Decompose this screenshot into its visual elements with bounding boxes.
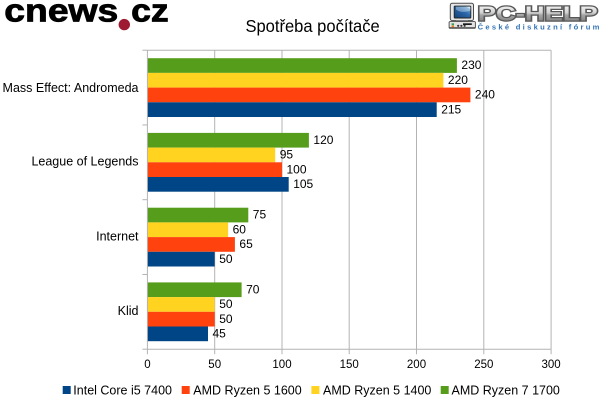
svg-text:cz: cz — [131, 0, 169, 29]
svg-text:50: 50 — [219, 252, 233, 266]
svg-text:100: 100 — [287, 162, 307, 176]
svg-text:cnews: cnews — [4, 0, 118, 29]
svg-text:Intel Core i5 7400: Intel Core i5 7400 — [73, 384, 172, 398]
svg-text:100: 100 — [272, 359, 291, 371]
svg-text:PC-HELP: PC-HELP — [478, 4, 598, 26]
svg-text:200: 200 — [407, 359, 426, 371]
svg-text:Internet: Internet — [96, 230, 139, 244]
svg-text:240: 240 — [475, 88, 495, 102]
svg-text:AMD Ryzen 7 1700: AMD Ryzen 7 1700 — [452, 384, 560, 398]
svg-text:45: 45 — [213, 327, 227, 341]
svg-text:60: 60 — [233, 222, 247, 236]
svg-text:Klid: Klid — [118, 304, 139, 318]
svg-text:Mass Effect: Andromeda: Mass Effect: Andromeda — [3, 81, 139, 95]
svg-text:50: 50 — [208, 359, 221, 371]
svg-text:65: 65 — [239, 237, 253, 251]
svg-text:AMD Ryzen 5 1400: AMD Ryzen 5 1400 — [323, 384, 431, 398]
svg-text:220: 220 — [448, 73, 468, 87]
svg-text:50: 50 — [219, 297, 233, 311]
svg-text:215: 215 — [441, 102, 461, 116]
svg-text:75: 75 — [253, 208, 267, 222]
svg-text:AMD Ryzen 5 1600: AMD Ryzen 5 1600 — [193, 384, 301, 398]
svg-text:230: 230 — [461, 58, 481, 72]
svg-text:0: 0 — [144, 359, 150, 371]
svg-text:95: 95 — [280, 148, 294, 162]
svg-text:Spotřeba počítače: Spotřeba počítače — [245, 16, 379, 36]
svg-text:120: 120 — [313, 133, 333, 147]
svg-text:League of Legends: League of Legends — [31, 155, 138, 169]
svg-text:105: 105 — [293, 177, 313, 191]
svg-text:150: 150 — [340, 359, 359, 371]
svg-text:50: 50 — [219, 312, 233, 326]
svg-text:250: 250 — [474, 359, 493, 371]
svg-text:70: 70 — [246, 282, 260, 296]
svg-text:300: 300 — [542, 359, 561, 371]
